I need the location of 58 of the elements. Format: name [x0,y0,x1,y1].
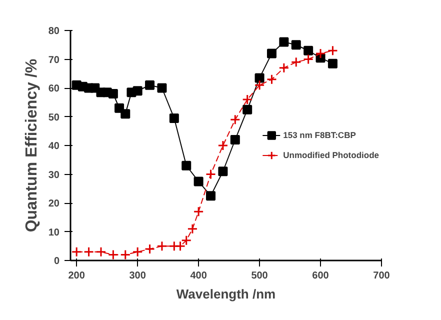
point [254,80,265,90]
point [144,244,156,254]
y-tick-label: 10 [48,227,60,238]
point [327,45,338,56]
y-tick-label: 60 [48,84,60,94]
point [206,191,216,201]
point [108,250,118,260]
legend-label: Unmodified Photodiode [283,150,379,160]
point [193,206,204,217]
x-tick-label: 200 [68,270,86,282]
point [218,140,228,151]
x-tick-label: 400 [190,270,208,282]
point [242,104,252,114]
x-tick-label: 300 [129,270,146,282]
y-tick-label: 80 [48,26,60,37]
y-tick-label: 30 [48,170,60,181]
point [108,89,118,98]
point [206,169,216,180]
point [156,240,168,252]
x-tick-label: 700 [373,270,390,282]
point [182,160,192,170]
point [120,109,130,119]
point [290,56,302,68]
point [230,114,240,125]
point [157,83,167,93]
point [266,74,277,85]
x-tick-label: 500 [251,270,268,282]
point [218,166,228,176]
point [291,40,301,50]
y-tick-label: 0 [54,256,60,267]
point [328,58,338,68]
point [266,48,276,58]
point [120,250,131,260]
y-tick-label: 40 [48,141,60,152]
point [303,54,314,64]
point [230,135,240,144]
point [84,246,94,258]
point [96,246,106,258]
point [194,176,204,186]
point [278,62,290,74]
point [132,86,142,96]
x-tick-label: 600 [312,270,330,282]
point [315,48,326,59]
x-axis-title: Wavelength /nm [176,286,276,302]
point [254,73,264,83]
point [169,113,179,123]
y-tick-label: 50 [48,112,60,124]
point [242,94,253,105]
point [145,80,155,90]
point [71,246,82,258]
legend-label: 153 nm F8BT:CBP [283,130,356,140]
y-axis-title: Quantum Efficiency /% [23,58,40,232]
point [132,246,143,258]
y-tick-label: 20 [48,198,60,210]
point [187,224,198,234]
point [279,37,289,47]
point [304,46,314,56]
y-tick-label: 70 [48,54,60,66]
